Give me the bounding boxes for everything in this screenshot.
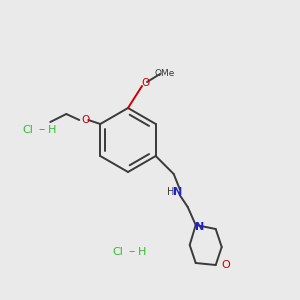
Text: Cl: Cl [112, 247, 123, 257]
Text: O: O [221, 260, 230, 270]
Text: H: H [167, 187, 174, 197]
Text: N: N [195, 222, 204, 232]
Text: H: H [48, 125, 56, 135]
Text: N: N [173, 187, 182, 197]
Text: –: – [129, 245, 135, 259]
Text: H: H [138, 247, 146, 257]
Text: O: O [141, 78, 149, 88]
Text: OMe: OMe [155, 68, 175, 77]
Text: O: O [81, 115, 89, 125]
Text: –: – [39, 124, 45, 136]
Text: Cl: Cl [22, 125, 33, 135]
